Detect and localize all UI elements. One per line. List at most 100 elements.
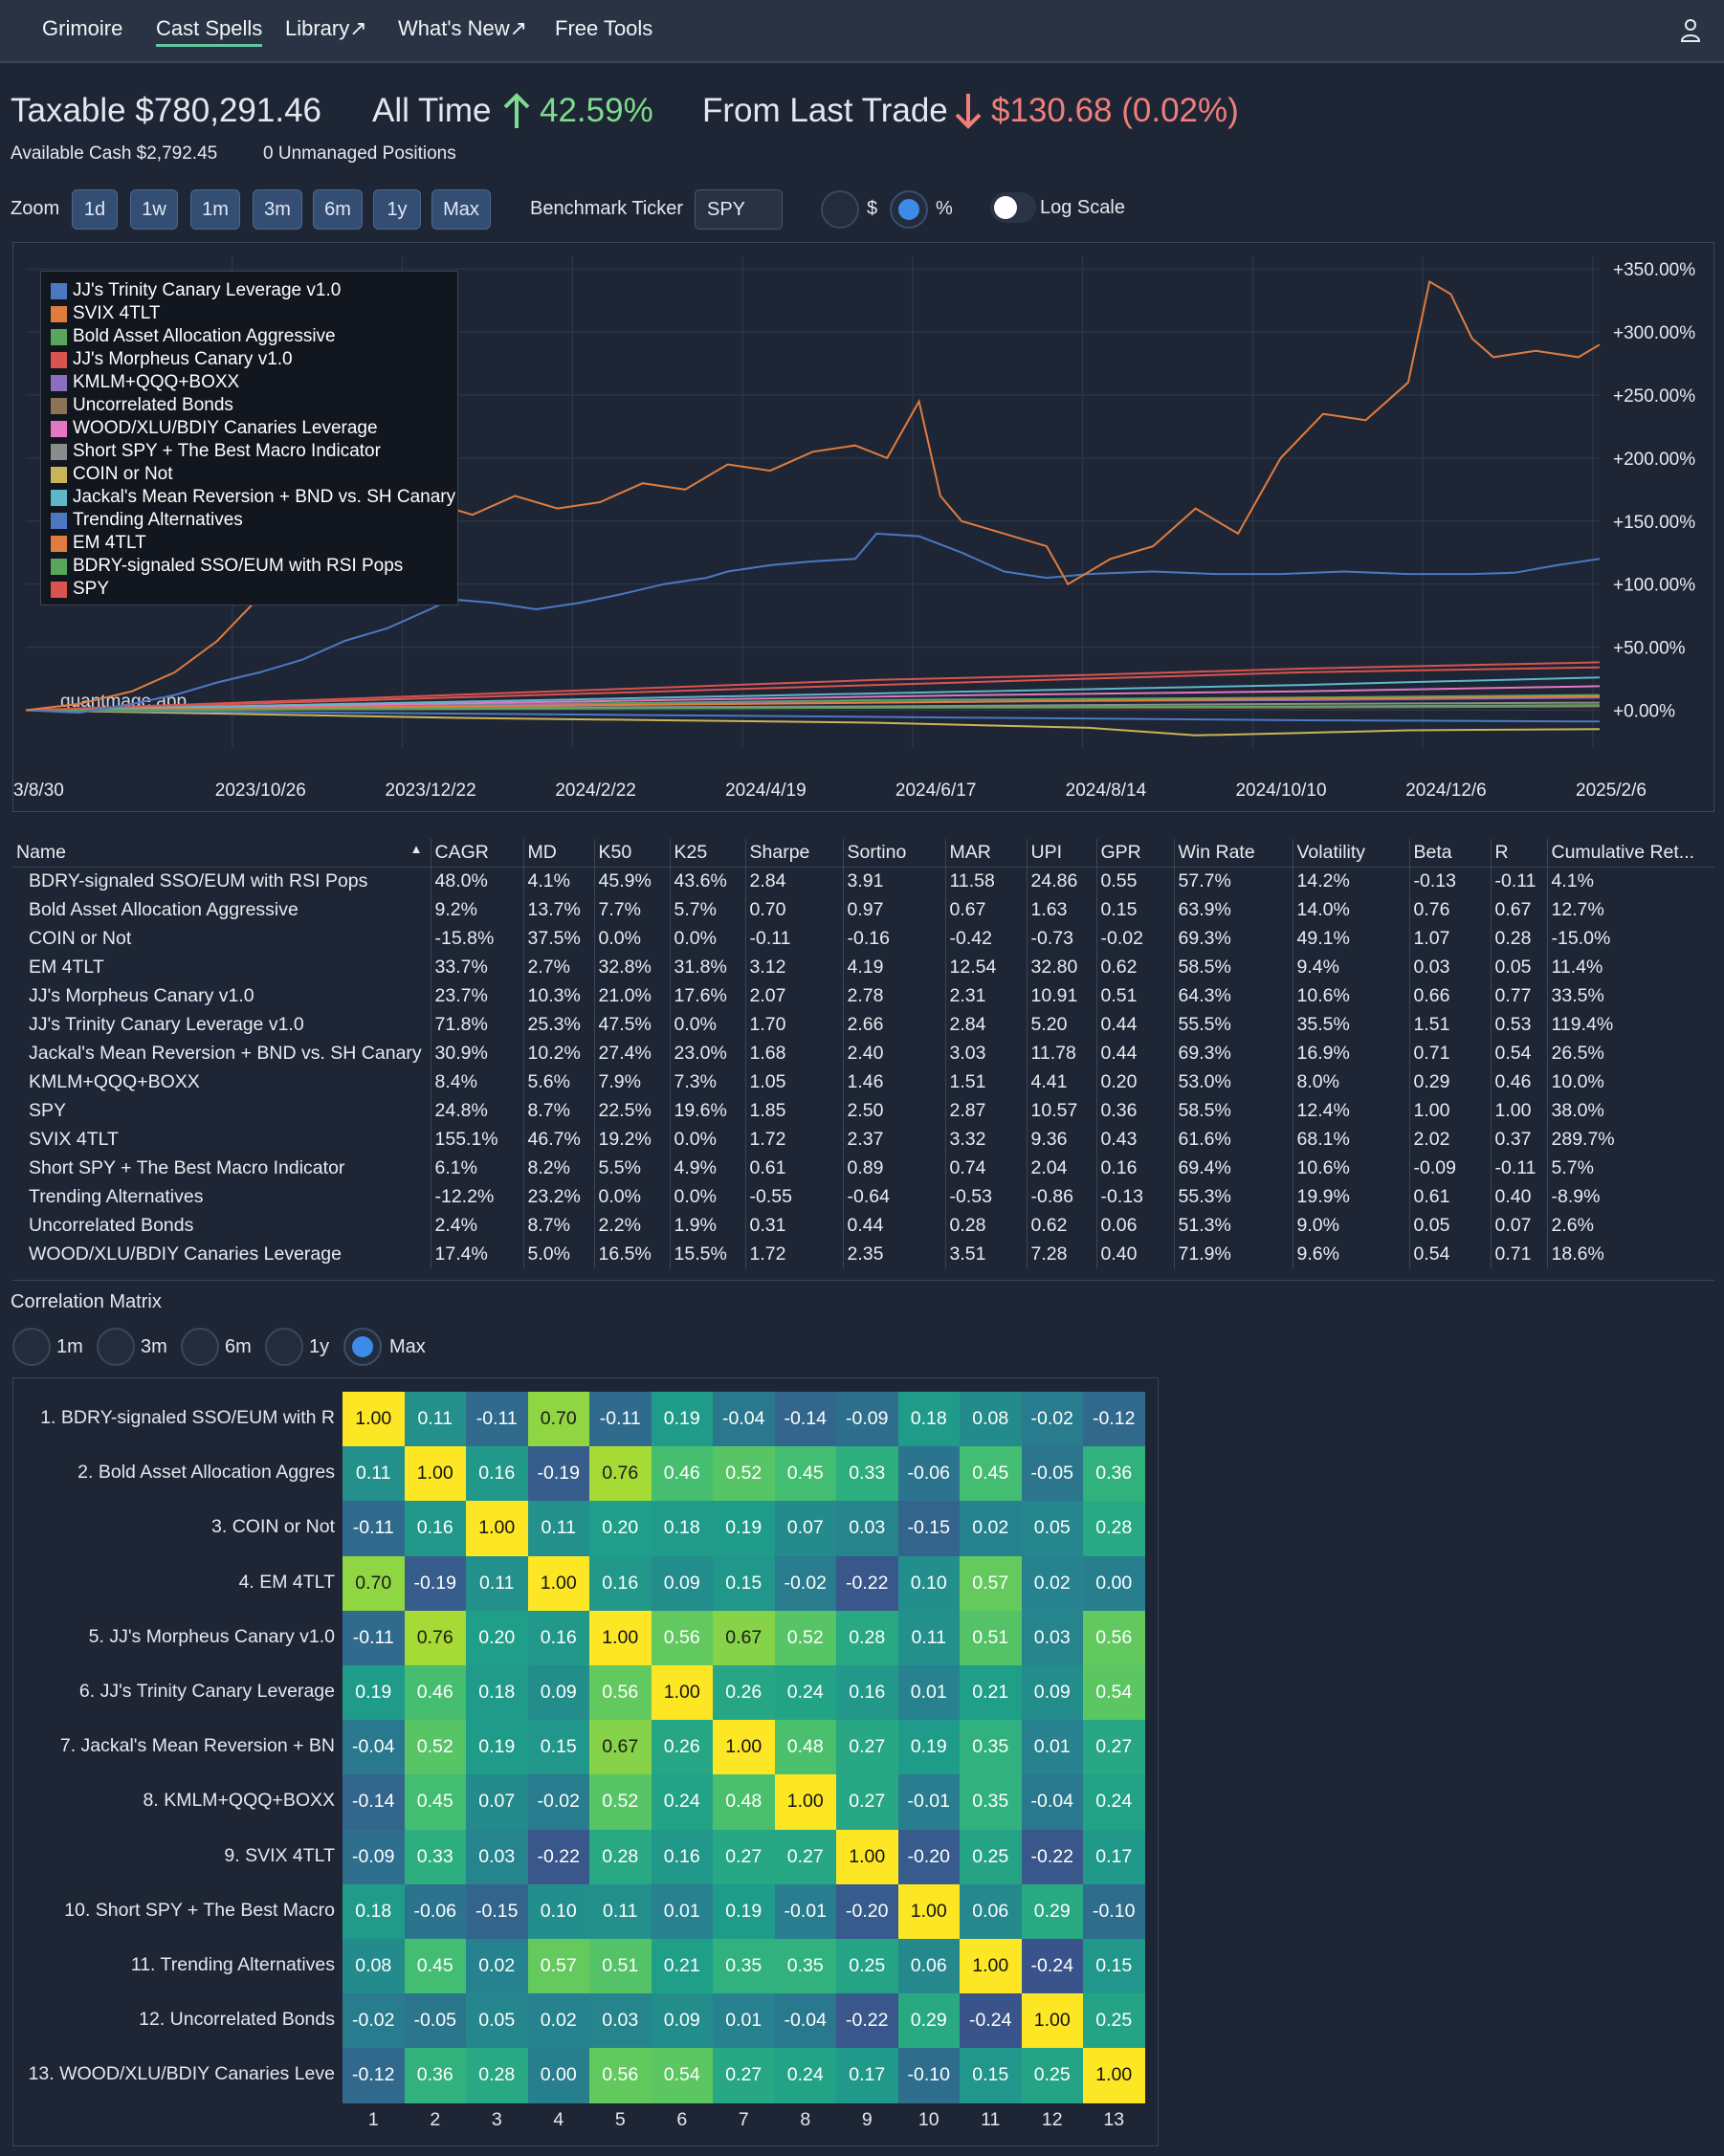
correlation-cell: 0.01 [713,1993,775,2049]
zoom-6m-button[interactable]: 6m [313,189,363,230]
column-header[interactable]: GPR [1095,839,1174,868]
benchmark-ticker-input[interactable] [695,189,783,230]
table-cell: 3.51 [944,1240,1027,1268]
column-header[interactable]: Win Rate [1173,839,1293,868]
table-row[interactable]: Uncorrelated Bonds 2.4% 8.7% 2.2% 1.9% 0.31 0.… [12,1211,1714,1240]
table-cell: 27.4% [593,1039,670,1067]
column-header[interactable]: MAR [944,839,1027,868]
correlation-cell: -0.02 [1021,1392,1083,1447]
table-cell: 58.5% [1173,953,1293,981]
table-row[interactable]: JJ's Trinity Canary Leverage v1.0 71.8% 25… [12,1010,1714,1039]
legend-item[interactable]: SVIX 4TLT [51,302,448,325]
mode-percent-radio[interactable] [890,190,928,229]
column-header[interactable]: Beta [1408,839,1491,868]
column-header[interactable]: Cumulative Ret... [1546,839,1714,868]
table-cell: 0.61 [1408,1182,1491,1211]
legend-item[interactable]: SPY [51,578,448,601]
table-cell: 9.36 [1026,1125,1096,1154]
table-row[interactable]: KMLM+QQQ+BOXX 8.4% 5.6% 7.9% 7.3% 1.05 1.46 1.5… [12,1067,1714,1096]
table-cell: 0.40 [1490,1182,1547,1211]
column-header[interactable]: R [1490,839,1547,868]
period-radio-1y[interactable] [265,1328,303,1366]
table-row[interactable]: Short SPY + The Best Macro Indicator 6.1%… [12,1154,1714,1182]
legend-item[interactable]: Bold Asset Allocation Aggressive [51,325,448,348]
period-radio-3m[interactable] [97,1328,135,1366]
nav-library[interactable]: Library↗ [285,16,367,40]
column-header[interactable]: Sortino [842,839,945,868]
zoom-1d-button[interactable]: 1d [72,189,118,230]
nav-cast-spells[interactable]: Cast Spells [156,16,263,47]
column-header[interactable]: Sharpe [744,839,843,868]
zoom-1y-button[interactable]: 1y [373,189,421,230]
correlation-cell: 0.16 [404,1501,466,1556]
zoom-1m-button[interactable]: 1m [190,189,240,230]
table-row[interactable]: JJ's Morpheus Canary v1.0 23.7% 10.3% 21.0%… [12,981,1714,1010]
table-cell: Short SPY + The Best Macro Indicator [29,1156,345,1178]
zoom-1w-button[interactable]: 1w [130,189,178,230]
legend-item[interactable]: Trending Alternatives [51,509,448,532]
table-row[interactable]: Jackal's Mean Reversion + BND vs. SH Can… [12,1039,1714,1067]
legend-item[interactable]: Uncorrelated Bonds [51,394,448,417]
period-radio-1m[interactable] [12,1328,51,1366]
correlation-cell: 0.11 [466,1555,528,1611]
legend-item[interactable]: EM 4TLT [51,532,448,555]
legend-item[interactable]: JJ's Morpheus Canary v1.0 [51,348,448,371]
table-row[interactable]: SVIX 4TLT 155.1% 46.7% 19.2% 0.0% 1.72 2.37 3.3… [12,1125,1714,1154]
table-cell: Uncorrelated Bonds [29,1214,194,1236]
table-row[interactable]: BDRY-signaled SSO/EUM with RSI Pops 48.0%… [12,867,1714,895]
legend-item[interactable]: JJ's Trinity Canary Leverage v1.0 [51,279,448,302]
correlation-cell: 0.45 [774,1446,836,1502]
correlation-cell: -0.04 [343,1720,405,1775]
correlation-cell: 0.52 [589,1774,652,1830]
column-header[interactable]: K25 [669,839,745,868]
table-cell: -0.13 [1095,1182,1174,1211]
account-value: Taxable $780,291.46 [11,92,321,129]
legend-item[interactable]: Short SPY + The Best Macro Indicator [51,440,448,463]
table-cell: -0.11 [744,924,843,953]
log-scale-toggle[interactable] [990,192,1036,223]
nav-free-tools[interactable]: Free Tools [555,16,653,40]
table-row[interactable]: SPY 24.8% 8.7% 22.5% 19.6% 1.85 2.50 2.87 10.57 0… [12,1096,1714,1125]
column-header[interactable]: Volatility [1292,839,1409,868]
nav-grimoire[interactable]: Grimoire [42,16,123,40]
period-radio-6m[interactable] [181,1328,219,1366]
column-header[interactable]: UPI [1026,839,1096,868]
legend-item[interactable]: Jackal's Mean Reversion + BND vs. SH Can… [51,486,455,509]
zoom-max-button[interactable]: Max [431,189,491,230]
table-row[interactable]: WOOD/XLU/BDIY Canaries Leverage 17.4% 5.0%… [12,1240,1714,1268]
correlation-cell: 1.00 [713,1720,775,1775]
table-row[interactable]: Trending Alternatives -12.2% 23.2% 0.0% 0.0%… [12,1182,1714,1211]
table-row[interactable]: COIN or Not -15.8% 37.5% 0.0% 0.0% -0.11 -0.16… [12,924,1714,953]
legend-item[interactable]: KMLM+QQQ+BOXX [51,371,448,394]
table-cell: 8.0% [1292,1067,1409,1096]
column-header[interactable]: CAGR [430,839,523,868]
legend-label: JJ's Morpheus Canary v1.0 [73,349,293,369]
column-header[interactable]: Name ▲ [12,839,431,868]
correlation-cell: -0.11 [589,1392,652,1447]
zoom-3m-button[interactable]: 3m [253,189,302,230]
legend-item[interactable]: BDRY-signaled SSO/EUM with RSI Pops [51,555,448,578]
legend-item[interactable]: WOOD/XLU/BDIY Canaries Leverage [51,417,448,440]
log-scale-label: Log Scale [1040,197,1125,218]
column-header[interactable]: MD [522,839,594,868]
nav-whats-new[interactable]: What's New↗ [398,16,528,40]
mode-dollar-radio[interactable] [821,190,859,229]
table-row[interactable]: EM 4TLT 33.7% 2.7% 32.8% 31.8% 3.12 4.19 12.54 3… [12,953,1714,981]
sort-asc-icon[interactable]: ▲ [409,841,423,856]
column-header[interactable]: K50 [593,839,670,868]
correlation-cell: 0.16 [466,1446,528,1502]
table-cell: 0.77 [1490,981,1547,1010]
table-cell: 0.28 [1490,924,1547,953]
correlation-cell: -0.24 [1021,1939,1083,1994]
legend-item[interactable]: COIN or Not [51,463,448,486]
user-icon[interactable] [1680,18,1701,43]
table-cell: 46.7% [522,1125,594,1154]
table-cell: 1.00 [1408,1096,1491,1125]
table-cell: 23.7% [430,981,523,1010]
table-cell: -0.53 [944,1182,1027,1211]
correlation-cell: 0.54 [651,2048,713,2103]
table-row[interactable]: Bold Asset Allocation Aggressive 9.2% 13.7… [12,895,1714,924]
table-cell: 0.70 [744,895,843,924]
period-radio-max[interactable] [343,1328,382,1366]
correlation-cell: 0.35 [774,1939,836,1994]
